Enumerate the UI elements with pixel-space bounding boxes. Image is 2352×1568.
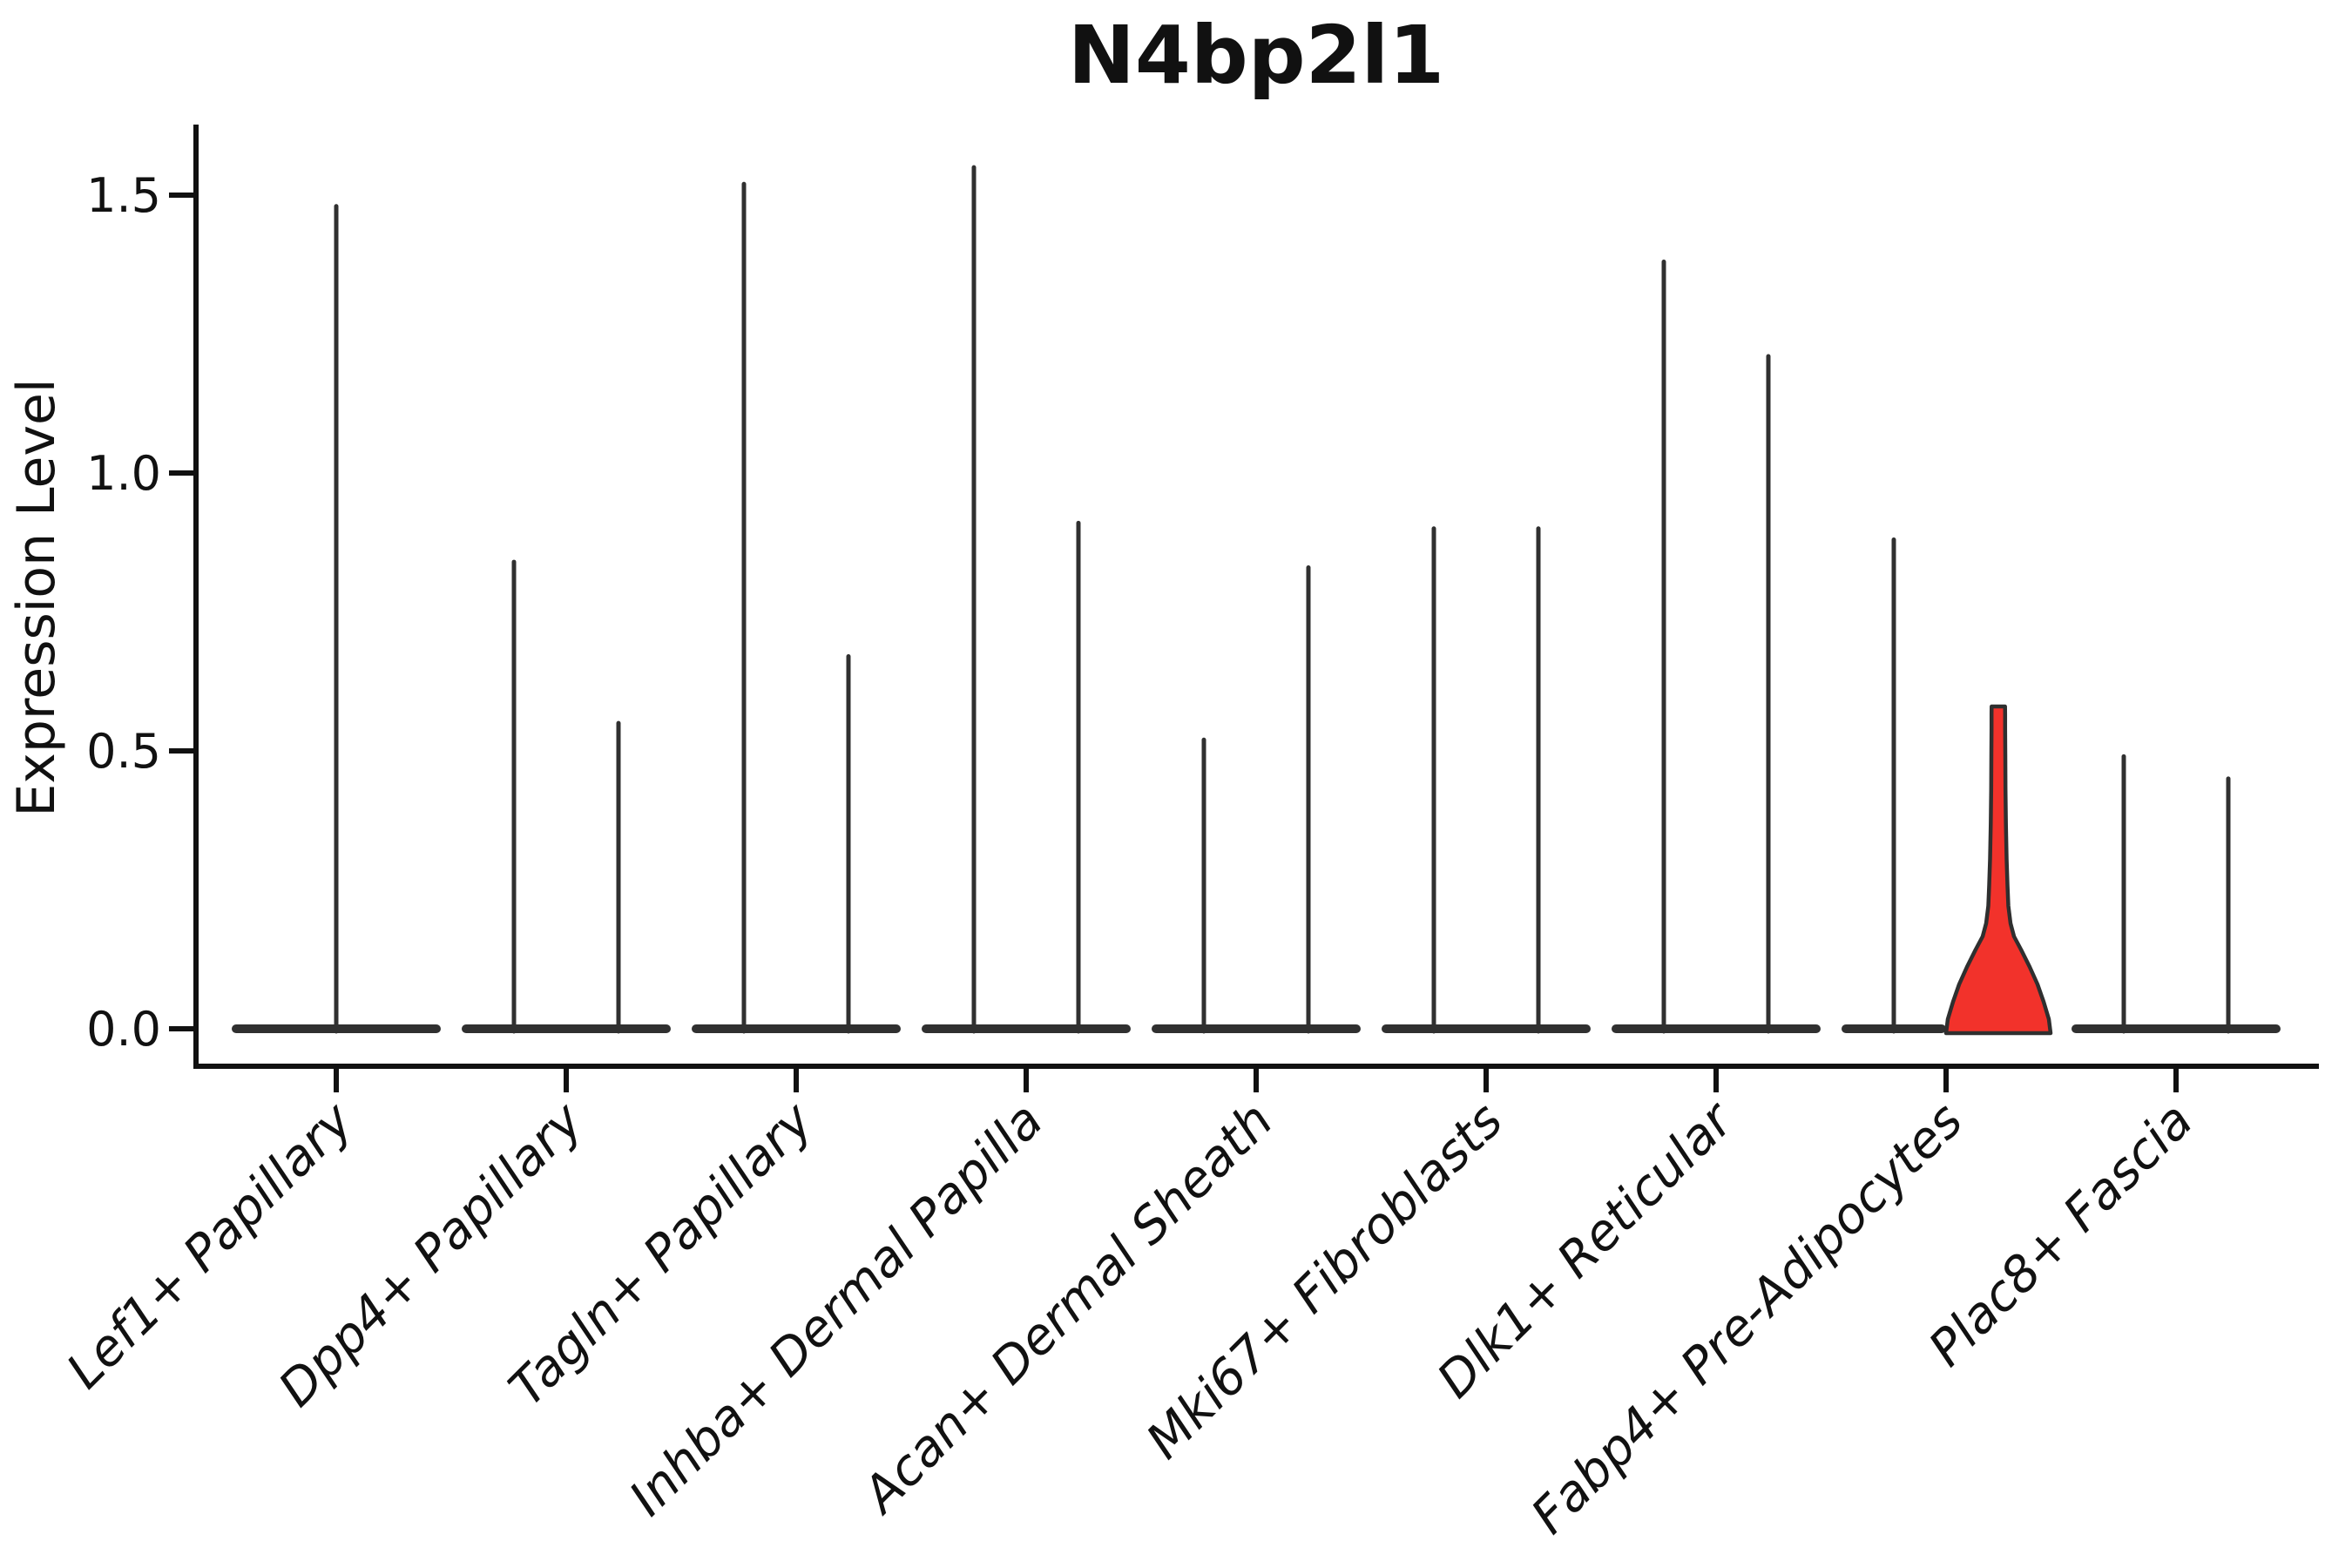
y-tick-label: 1.0: [86, 446, 161, 501]
violin-base: [1612, 1024, 1821, 1033]
y-tick-mark: [169, 193, 193, 198]
x-tick-label: Inhba+ Dermal Papilla: [618, 1092, 1054, 1527]
y-tick-label: 1.5: [86, 168, 161, 223]
x-tick-mark: [1713, 1069, 1719, 1092]
chart-title: N4bp2l1: [1068, 9, 1444, 102]
x-tick-mark: [1024, 1069, 1029, 1092]
highlight-violin: [1943, 704, 2053, 1036]
x-tick-mark: [2173, 1069, 2179, 1092]
violin-base: [922, 1024, 1131, 1033]
y-tick-mark: [169, 748, 193, 754]
y-axis-spine: [193, 125, 199, 1069]
x-axis-spine: [193, 1064, 2319, 1069]
x-tick-mark: [334, 1069, 339, 1092]
y-tick-mark: [169, 470, 193, 476]
x-tick-mark: [564, 1069, 569, 1092]
x-tick-mark: [794, 1069, 799, 1092]
violin-base: [1382, 1024, 1591, 1033]
x-tick-mark: [1943, 1069, 1949, 1092]
y-tick-mark: [169, 1026, 193, 1031]
y-tick-label: 0.0: [86, 1002, 161, 1057]
x-tick-label: Acan+ Dermal Sheath: [849, 1092, 1283, 1525]
violin-base: [1152, 1024, 1361, 1033]
x-tick-label: Fabp4+ Pre-Adipocytes: [1521, 1092, 1974, 1544]
violin-base: [2072, 1024, 2281, 1033]
y-axis-label: Expression Level: [6, 378, 67, 816]
violin-base: [692, 1024, 901, 1033]
x-tick-mark: [1484, 1069, 1489, 1092]
x-tick-mark: [1254, 1069, 1259, 1092]
violin-base: [462, 1024, 671, 1033]
y-tick-label: 0.5: [86, 724, 161, 779]
